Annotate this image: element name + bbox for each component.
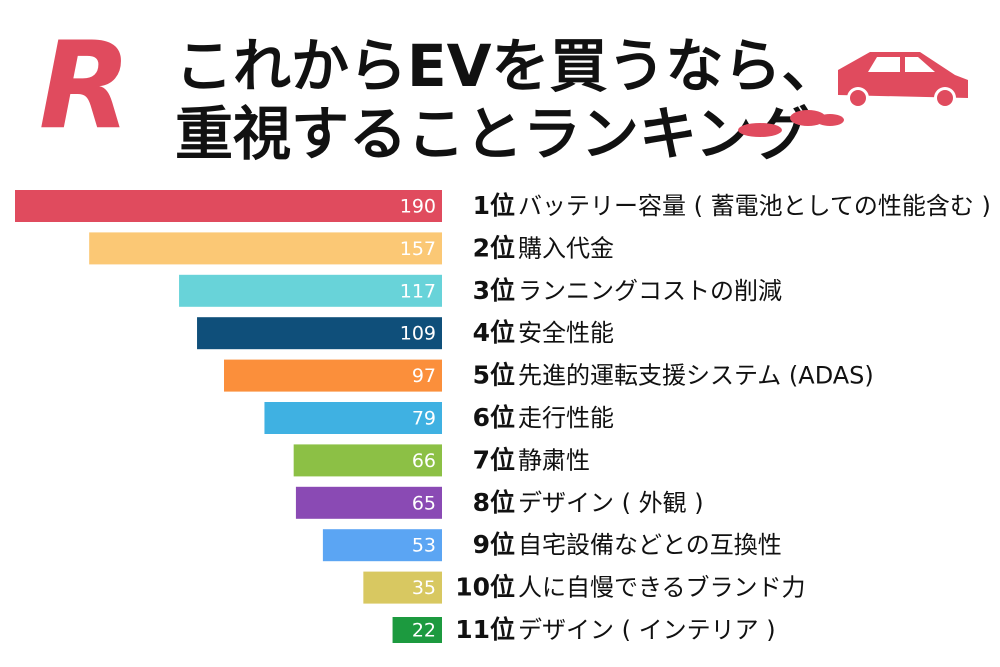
- bar: [264, 402, 442, 434]
- rank-label: 3位: [473, 276, 515, 305]
- rank-label: 6位: [473, 403, 515, 432]
- category-label: 安全性能: [518, 319, 614, 347]
- value-label: 117: [400, 280, 436, 302]
- logo: R: [39, 18, 131, 157]
- rank-label: 2位: [473, 233, 515, 262]
- value-label: 109: [400, 323, 436, 345]
- value-label: 190: [400, 196, 436, 218]
- category-label: 走行性能: [518, 404, 614, 432]
- category-label: デザイン ( インテリア ): [518, 616, 776, 644]
- category-label: 自宅設備などとの互換性: [518, 531, 782, 559]
- value-label: 66: [412, 450, 436, 472]
- bar: [224, 359, 442, 392]
- category-label: バッテリー容量 ( 蓄電池としての性能含む ): [518, 192, 991, 220]
- bar: [363, 571, 442, 604]
- value-label: 35: [412, 577, 436, 599]
- value-label: 157: [400, 238, 436, 260]
- value-label: 53: [412, 535, 436, 557]
- rank-label: 4位: [473, 318, 515, 347]
- bar: [15, 190, 442, 222]
- bar: [197, 317, 442, 350]
- rank-label: 7位: [473, 445, 515, 474]
- chart-title: 重視することランキング: [175, 100, 811, 168]
- value-label: 65: [412, 492, 436, 514]
- bar: [392, 617, 442, 643]
- bar: [295, 486, 442, 519]
- rank-label: 1位: [473, 191, 515, 220]
- category-label: 人に自慢できるブランド力: [518, 574, 806, 602]
- cloud-icon: [738, 110, 844, 137]
- category-label: 先進的運転支援システム (ADAS): [518, 362, 874, 390]
- car-icon: [838, 52, 968, 109]
- category-label: ランニングコストの削減: [518, 277, 782, 305]
- value-label: 79: [412, 408, 436, 430]
- value-label: 97: [412, 365, 436, 387]
- rank-label: 5位: [473, 361, 515, 390]
- rank-label: 9位: [473, 530, 515, 559]
- bar: [89, 232, 443, 265]
- value-label: 22: [412, 620, 436, 642]
- category-label: デザイン ( 外観 ): [518, 489, 704, 517]
- bar: [179, 274, 442, 307]
- rank-label: 8位: [473, 488, 515, 517]
- rank-label: 10位: [455, 573, 515, 602]
- bar: [293, 444, 442, 477]
- category-label: 購入代金: [518, 234, 614, 262]
- category-label: 静粛性: [518, 446, 590, 474]
- bar: [322, 529, 442, 562]
- rank-label: 11位: [455, 615, 515, 644]
- chart-title: これからEVを買うなら、: [175, 32, 840, 100]
